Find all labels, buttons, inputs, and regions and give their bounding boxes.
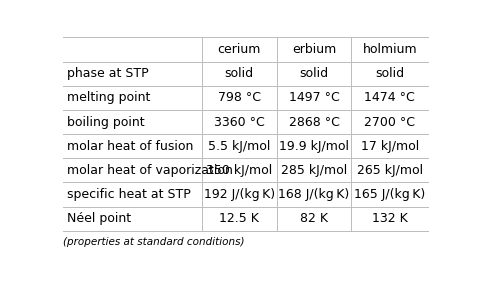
Text: solid: solid — [225, 67, 254, 80]
Text: (properties at standard conditions): (properties at standard conditions) — [63, 237, 245, 247]
Text: 798 °C: 798 °C — [218, 91, 261, 104]
Text: erbium: erbium — [292, 43, 336, 56]
Text: 2700 °C: 2700 °C — [364, 115, 415, 129]
Text: Néel point: Néel point — [67, 212, 131, 225]
Text: 265 kJ/mol: 265 kJ/mol — [357, 164, 423, 177]
Text: specific heat at STP: specific heat at STP — [67, 188, 191, 201]
Text: solid: solid — [300, 67, 329, 80]
Text: melting point: melting point — [67, 91, 150, 104]
Text: 19.9 kJ/mol: 19.9 kJ/mol — [279, 140, 349, 153]
Text: 12.5 K: 12.5 K — [219, 212, 259, 225]
Text: solid: solid — [375, 67, 404, 80]
Text: 165 J/(kg K): 165 J/(kg K) — [354, 188, 425, 201]
Text: 350 kJ/mol: 350 kJ/mol — [206, 164, 272, 177]
Text: phase at STP: phase at STP — [67, 67, 148, 80]
Text: molar heat of vaporization: molar heat of vaporization — [67, 164, 233, 177]
Text: 1474 °C: 1474 °C — [364, 91, 415, 104]
Text: molar heat of fusion: molar heat of fusion — [67, 140, 193, 153]
Text: 132 K: 132 K — [372, 212, 408, 225]
Text: 3360 °C: 3360 °C — [214, 115, 264, 129]
Text: 285 kJ/mol: 285 kJ/mol — [281, 164, 347, 177]
Text: 2868 °C: 2868 °C — [288, 115, 339, 129]
Text: 1497 °C: 1497 °C — [288, 91, 339, 104]
Text: 5.5 kJ/mol: 5.5 kJ/mol — [208, 140, 270, 153]
Text: 168 J/(kg K): 168 J/(kg K) — [278, 188, 349, 201]
Text: boiling point: boiling point — [67, 115, 144, 129]
Text: 192 J/(kg K): 192 J/(kg K) — [204, 188, 275, 201]
Text: holmium: holmium — [362, 43, 417, 56]
Text: 82 K: 82 K — [300, 212, 328, 225]
Text: 17 kJ/mol: 17 kJ/mol — [360, 140, 419, 153]
Text: cerium: cerium — [217, 43, 261, 56]
